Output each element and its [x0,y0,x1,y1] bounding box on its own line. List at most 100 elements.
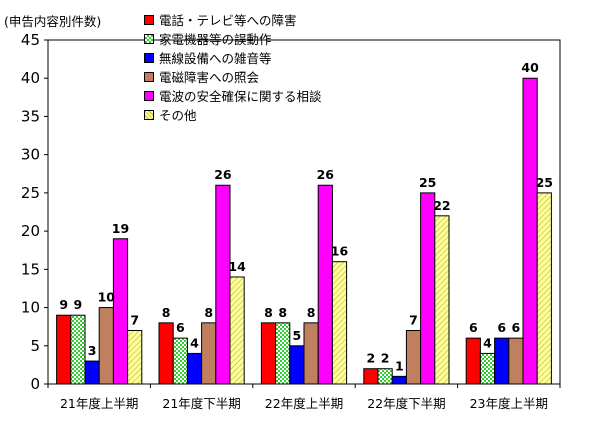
bar [215,184,231,385]
legend-label: 電波の安全確保に関する相談 [159,89,322,104]
y-tick-label: 30 [21,146,40,164]
data-label: 6 [469,320,478,335]
data-label: 2 [367,351,376,366]
bar [98,307,114,385]
data-label: 9 [74,297,83,312]
legend-swatch [144,90,154,101]
bar [479,352,496,385]
legend-item: 電話・テレビ等への障害 [144,10,322,29]
data-label: 22 [433,198,450,213]
legend-swatch [144,33,154,44]
data-label: 26 [317,167,335,182]
y-tick-label: 35 [21,107,40,125]
legend-item: 家電機器等の誤動作 [144,29,322,48]
bar [536,192,552,385]
legend-swatch [144,52,154,63]
legend-swatch [144,109,154,120]
bar [494,337,510,385]
bar [84,360,100,385]
data-label: 16 [331,244,349,259]
bar [377,368,393,385]
data-label: 26 [214,167,232,182]
y-tick-label: 10 [21,299,40,317]
y-tick-label: 40 [21,69,40,87]
y-tick-label: 45 [21,31,40,49]
bar [508,337,524,385]
data-label: 3 [88,343,97,358]
unit-label: (申告内容別件数) [4,14,102,29]
data-label: 25 [536,175,553,190]
legend-item: 電磁障害への照会 [144,67,322,86]
legend-swatch [144,14,154,25]
bar [434,215,450,385]
bar [112,238,129,385]
x-tick-label: 21年度上半期 [60,396,138,411]
bar [522,77,538,385]
legend-label: 家電機器等の誤動作 [159,32,272,47]
bar [405,329,422,385]
data-label: 8 [264,305,273,320]
data-label: 8 [307,305,316,320]
data-label: 7 [130,312,139,327]
bar [420,192,436,385]
bar [260,322,277,385]
bar [158,322,174,385]
bar [229,276,245,385]
data-label: 6 [512,320,521,335]
bar [303,322,319,385]
data-label: 8 [278,305,287,320]
bar [331,261,348,385]
data-label: 2 [381,351,390,366]
y-tick-label: 20 [21,222,40,240]
data-label: 19 [112,221,129,236]
bar [127,329,143,385]
legend-label: その他 [159,108,197,123]
bar [465,337,481,385]
bar [56,314,72,385]
legend-item: その他 [144,105,322,124]
data-label: 14 [228,259,246,274]
data-label: 8 [204,305,213,320]
data-label: 10 [98,290,116,305]
data-label: 4 [483,335,492,350]
data-label: 6 [176,320,185,335]
legend-item: 電波の安全確保に関する相談 [144,86,322,105]
bar [70,314,86,385]
legend-swatch [144,71,154,82]
bar [201,322,217,385]
data-label: 1 [395,358,404,373]
bar [289,345,305,385]
x-tick-label: 22年度下半期 [367,396,445,411]
y-tick-label: 15 [21,260,40,278]
x-tick-label: 21年度下半期 [162,396,240,411]
x-tick-label: 22年度上半期 [265,396,343,411]
data-label: 5 [293,328,302,343]
data-label: 4 [190,335,199,350]
legend-label: 電話・テレビ等への障害 [159,13,297,28]
legend-label: 無線設備への雑音等 [159,51,272,66]
bar [363,368,379,385]
bar-layer [56,77,552,385]
bar [172,337,188,385]
bar [275,322,291,385]
bar [391,375,407,385]
data-label: 40 [521,60,539,75]
legend-item: 無線設備への雑音等 [144,48,322,67]
data-label: 9 [59,297,68,312]
y-tick-label: 0 [30,375,40,393]
y-tick-label: 5 [30,337,40,355]
legend: 電話・テレビ等への障害 家電機器等の誤動作 無線設備への雑音等 電磁障害への照会電波の… [144,10,322,124]
data-label: 25 [419,175,436,190]
bar [186,352,203,385]
bar [317,184,333,385]
data-label: 8 [162,305,171,320]
x-tick-label: 23年度上半期 [470,396,548,411]
y-tick-label: 25 [21,184,40,202]
data-label: 6 [497,320,506,335]
data-label: 7 [409,312,418,327]
legend-label: 電磁障害への照会 [159,70,260,85]
